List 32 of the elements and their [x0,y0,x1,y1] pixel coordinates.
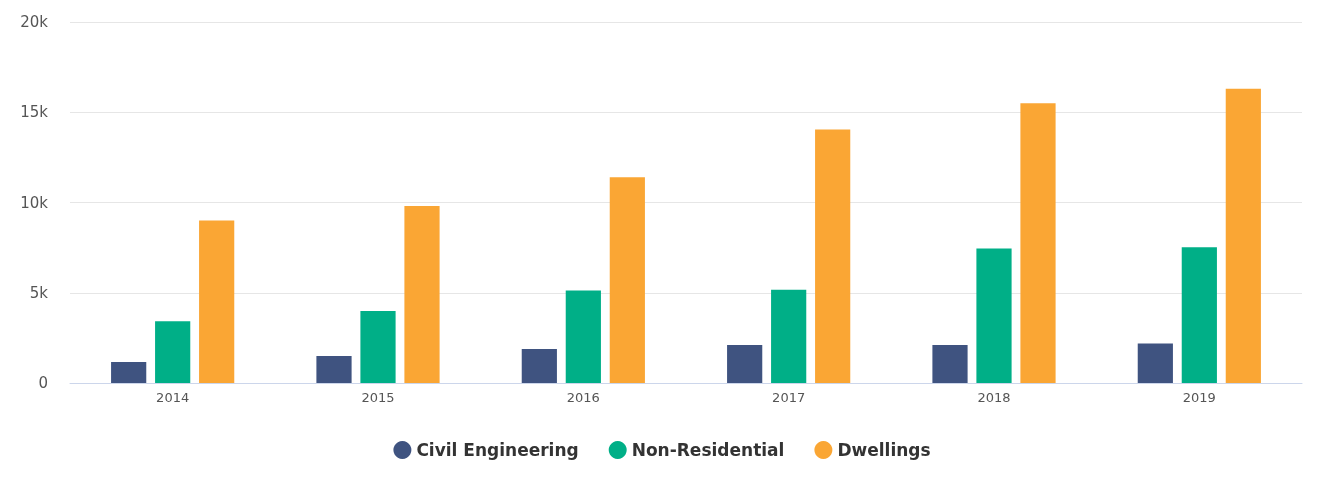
bar [316,356,352,383]
bar [404,206,440,383]
x-tick-label: 2019 [1182,390,1216,405]
bar [932,345,968,383]
bar [771,289,807,383]
bar [609,177,645,383]
bar [1020,103,1056,383]
y-tick-label: 0 [38,374,48,392]
bar [976,248,1012,383]
bar [521,348,557,383]
x-tick-label: 2014 [156,390,190,405]
bar [1181,247,1217,383]
legend-label: Civil Engineering [416,440,579,460]
bar [1137,343,1173,383]
bar [1225,88,1261,383]
bar [565,290,601,383]
bar [199,220,235,383]
y-tick-label: 20k [20,13,49,31]
x-tick-label: 2015 [361,390,395,405]
y-tick-label: 15k [20,103,49,122]
x-tick-label: 2018 [977,390,1011,405]
bar [360,310,396,383]
bar [155,321,191,383]
x-tick-label: 2016 [566,390,600,405]
bar [111,362,147,383]
x-tick-label: 2017 [772,390,806,405]
y-tick-label: 10k [20,193,49,212]
legend-label: Dwellings [837,440,931,460]
bar [815,129,851,383]
legend-label: Non-Residential [631,440,785,460]
bar [727,345,763,383]
y-tick-label: 5k [29,283,49,302]
